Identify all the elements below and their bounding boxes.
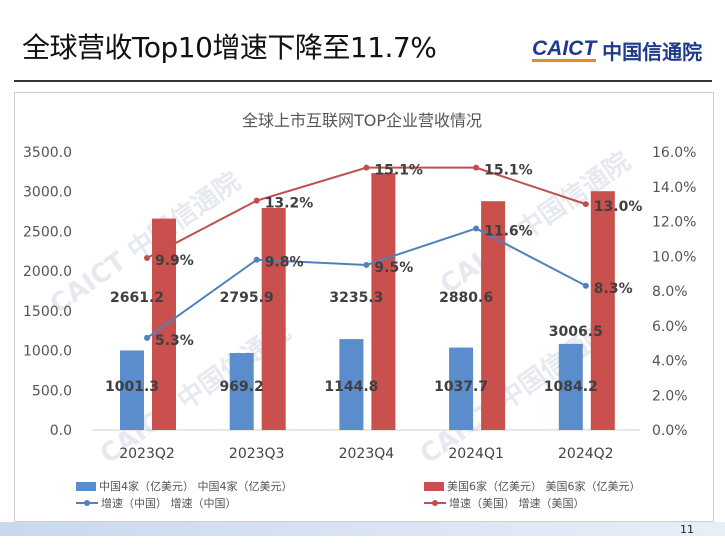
point-us [582,201,589,208]
bar-us [481,201,506,430]
y2-tick-label: 6.0% [652,319,688,335]
data-label-growth-china: 9.5% [374,260,413,276]
data-label-us: 3006.5 [549,324,603,340]
point-china [582,282,589,289]
data-label-us: 3235.3 [329,290,383,306]
bar-us [371,173,396,430]
legend-china-bar: 中国4家（亿美元） 中国4家（亿美元） [76,478,293,494]
bar-us [261,207,286,430]
point-china [473,225,480,232]
data-label-growth-us: 15.1% [484,163,533,179]
data-label-growth-us: 15.1% [374,163,423,179]
data-label-growth-china: 9.8% [265,255,304,271]
x-tick-label: 2023Q4 [339,446,395,462]
bar-us [590,191,615,430]
point-china [144,334,150,341]
y-tick-label: 2500.0 [23,224,72,240]
point-us [473,164,480,171]
logo-cn: 中国信通院 [602,40,703,64]
data-label-us: 2661.2 [110,290,164,306]
point-us [363,164,370,171]
legend-line [424,500,446,506]
legend-label: 增速（美国） 增速（美国） [449,497,585,510]
y-tick-label: 500.0 [32,383,72,399]
y2-tick-label: 2.0% [652,388,688,404]
data-label-growth-china: 8.3% [594,281,633,297]
y-tick-label: 3500.0 [23,145,72,161]
y-tick-label: 3000.0 [23,185,72,201]
title-divider [14,80,712,82]
y-tick-label: 1500.0 [23,304,72,320]
x-tick-label: 2024Q1 [448,446,504,462]
legend-label: 美国6家（亿美元） 美国6家（亿美元） [447,480,641,493]
data-label-growth-china: 5.3% [155,333,194,349]
x-tick-label: 2024Q2 [558,446,614,462]
data-label-growth-us: 13.2% [265,196,314,212]
chart-title: 全球上市互联网TOP企业营收情况 [242,111,482,130]
y2-tick-label: 14.0% [652,180,696,196]
point-us [144,254,150,261]
data-label-growth-us: 9.9% [155,253,194,269]
legend-swatch [76,481,96,491]
legend-swatch [424,481,444,491]
y2-tick-label: 0.0% [652,423,688,439]
x-tick-label: 2023Q2 [119,446,175,462]
data-label-china: 1037.7 [434,379,488,395]
legend-label: 增速（中国） 增速（中国） [101,497,237,510]
y-tick-label: 0.0 [50,423,72,439]
data-label-growth-china: 11.6% [484,223,533,239]
footer-bar [0,522,725,536]
legend-us-line: 增速（美国） 增速（美国） [424,495,585,511]
bar-china [229,353,254,430]
x-tick-label: 2023Q3 [229,446,285,462]
y-tick-label: 1000.0 [23,344,72,360]
y2-tick-label: 4.0% [652,354,688,370]
legend-us-bar: 美国6家（亿美元） 美国6家（亿美元） [424,478,641,494]
legend-label: 中国4家（亿美元） 中国4家（亿美元） [99,480,293,493]
data-label-china: 969.2 [220,379,264,395]
legend-line [76,500,98,506]
page-title: 全球营收Top10增速下降至11.7% [22,31,437,64]
data-label-china: 1084.2 [544,379,598,395]
y2-tick-label: 8.0% [652,284,688,300]
point-china [253,256,260,263]
bar-china [449,347,474,430]
data-label-growth-us: 13.0% [594,199,643,215]
y2-tick-label: 12.0% [652,215,696,231]
bar-china [339,339,364,430]
page-number: 11 [680,523,694,536]
logo-en: CAICT [532,37,597,62]
bar-china [120,350,144,430]
point-china [363,261,370,268]
caict-logo: CAICT 中国信通院 [532,36,702,65]
y2-tick-label: 10.0% [652,249,696,265]
data-label-us: 2880.6 [439,290,493,306]
legend-china-line: 增速（中国） 增速（中国） [76,495,237,511]
data-label-china: 1144.8 [324,379,378,395]
y-tick-label: 2000.0 [23,264,72,280]
bar-china [558,343,583,430]
bar-us [152,218,176,430]
y2-tick-label: 16.0% [652,145,696,161]
point-us [253,197,260,204]
data-label-us: 2795.9 [220,290,274,306]
chart-frame [14,92,714,522]
data-label-china: 1001.3 [105,379,159,395]
